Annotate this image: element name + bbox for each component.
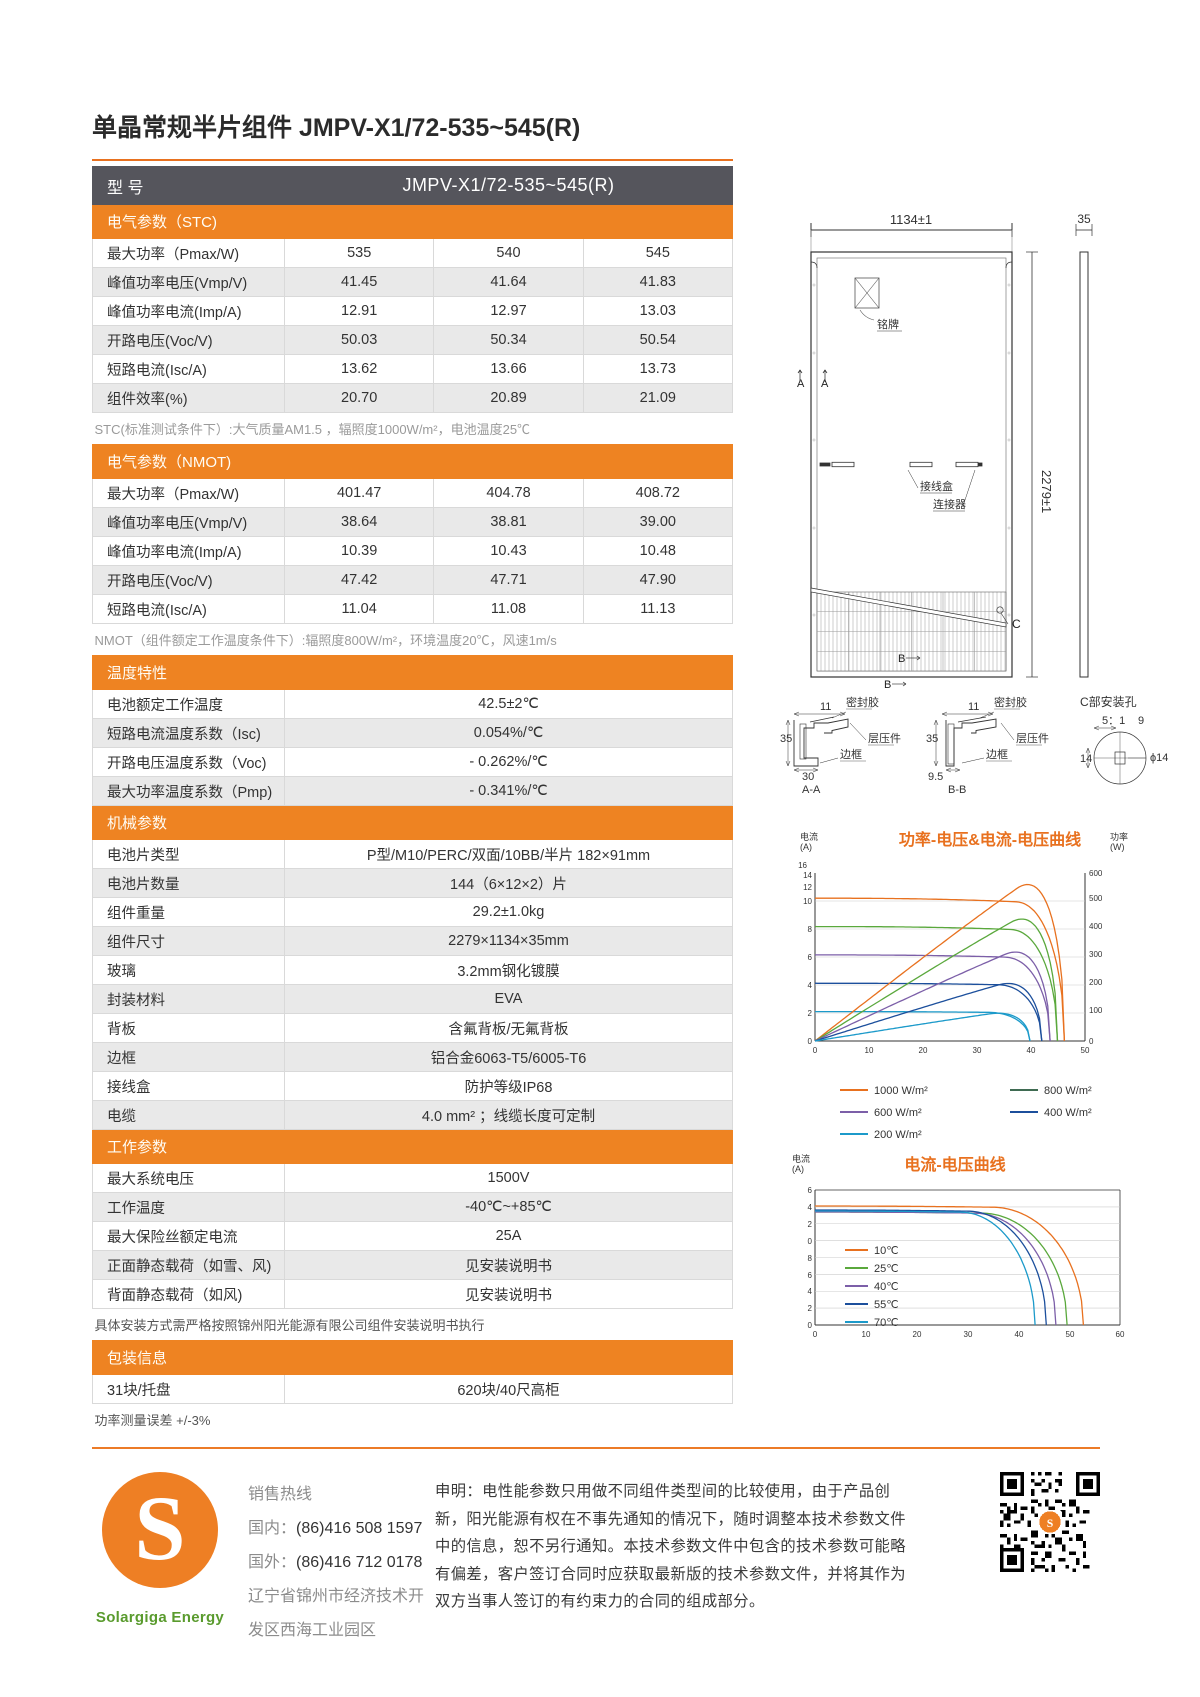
svg-text:6: 6 [808, 1186, 813, 1195]
svg-text:100: 100 [1089, 1006, 1103, 1015]
svg-text:9: 9 [1138, 715, 1144, 727]
svg-text:200 W/m²: 200 W/m² [874, 1129, 922, 1140]
svg-text:2: 2 [808, 1220, 813, 1229]
svg-text:55℃: 55℃ [874, 1299, 899, 1311]
svg-text:14: 14 [803, 871, 812, 880]
svg-text:30: 30 [802, 771, 814, 783]
svg-text:10℃: 10℃ [874, 1245, 899, 1257]
svg-text:层压件: 层压件 [868, 732, 901, 745]
svg-text:20: 20 [919, 1046, 928, 1055]
svg-text:40: 40 [1027, 1046, 1036, 1055]
svg-text:A: A [797, 378, 805, 390]
svg-text:25℃: 25℃ [874, 1263, 899, 1275]
svg-text:10: 10 [803, 897, 812, 906]
svg-text:8: 8 [808, 1254, 813, 1263]
svg-text:功率: 功率 [1110, 831, 1128, 842]
svg-text:B: B [898, 653, 905, 665]
svg-text:50: 50 [1081, 1046, 1090, 1055]
svg-text:35: 35 [780, 733, 792, 745]
svg-text:12: 12 [803, 883, 812, 892]
svg-text:1000 W/m²: 1000 W/m² [874, 1085, 928, 1097]
svg-text:11: 11 [968, 701, 979, 713]
svg-text:连接器: 连接器 [933, 498, 966, 511]
svg-text:B: B [884, 679, 891, 690]
svg-text:(A): (A) [800, 842, 812, 852]
svg-text:500: 500 [1089, 894, 1103, 903]
svg-text:70℃: 70℃ [874, 1317, 899, 1329]
svg-text:6: 6 [808, 953, 813, 962]
svg-text:600 W/m²: 600 W/m² [874, 1107, 922, 1119]
svg-text:功率-电压&电流-电压曲线: 功率-电压&电流-电压曲线 [899, 830, 1081, 849]
svg-text:边框: 边框 [840, 748, 862, 761]
svg-text:0: 0 [808, 1037, 813, 1046]
svg-text:11: 11 [820, 701, 831, 713]
svg-text:6: 6 [808, 1271, 813, 1280]
svg-text:40: 40 [1015, 1330, 1024, 1339]
svg-text:接线盒: 接线盒 [920, 479, 953, 493]
svg-text:0: 0 [813, 1046, 818, 1055]
svg-text:0: 0 [1089, 1037, 1094, 1046]
svg-text:B-B: B-B [948, 784, 966, 796]
svg-text:1134±1: 1134±1 [890, 212, 932, 227]
svg-text:9.5: 9.5 [928, 771, 943, 783]
svg-text:密封胶: 密封胶 [994, 695, 1027, 709]
svg-text:S: S [134, 1477, 185, 1579]
svg-text:2: 2 [808, 1304, 813, 1313]
svg-text:600: 600 [1089, 869, 1103, 878]
svg-text:密封胶: 密封胶 [846, 695, 879, 709]
svg-text:层压件: 层压件 [1016, 732, 1049, 745]
svg-text:0: 0 [813, 1330, 818, 1339]
svg-text:40℃: 40℃ [874, 1281, 899, 1293]
svg-text:(W): (W) [1110, 842, 1125, 852]
svg-text:边框: 边框 [986, 748, 1008, 761]
svg-text:5：1: 5：1 [1102, 715, 1125, 727]
svg-text:电流: 电流 [792, 1153, 810, 1164]
svg-text:4: 4 [808, 1203, 813, 1212]
svg-text:电流: 电流 [800, 831, 818, 842]
svg-text:2: 2 [808, 1009, 813, 1018]
svg-text:35: 35 [926, 733, 938, 745]
svg-text:电流-电压曲线: 电流-电压曲线 [904, 1155, 1005, 1174]
svg-text:400 W/m²: 400 W/m² [1044, 1107, 1092, 1119]
svg-text:50: 50 [1066, 1330, 1075, 1339]
svg-text:30: 30 [973, 1046, 982, 1055]
svg-text:60: 60 [1116, 1330, 1125, 1339]
svg-text:300: 300 [1089, 950, 1103, 959]
svg-text:20: 20 [913, 1330, 922, 1339]
svg-text:C: C [1012, 617, 1021, 631]
svg-text:0: 0 [808, 1237, 813, 1246]
svg-text:4: 4 [808, 1287, 813, 1296]
svg-text:8: 8 [808, 925, 813, 934]
svg-text:10: 10 [862, 1330, 871, 1339]
svg-text:35: 35 [1077, 212, 1091, 226]
svg-text:800 W/m²: 800 W/m² [1044, 1085, 1092, 1097]
svg-text:2279±1: 2279±1 [1039, 470, 1054, 513]
svg-text:200: 200 [1089, 978, 1103, 987]
svg-text:ϕ14: ϕ14 [1150, 752, 1168, 764]
svg-text:30: 30 [964, 1330, 973, 1339]
svg-text:16: 16 [798, 861, 807, 870]
svg-text:S: S [1047, 1517, 1054, 1530]
svg-text:铭牌: 铭牌 [877, 317, 899, 331]
svg-text:A-A: A-A [802, 784, 821, 796]
svg-text:0: 0 [808, 1321, 813, 1330]
svg-text:(A): (A) [792, 1164, 804, 1174]
svg-text:C部安装孔: C部安装孔 [1080, 694, 1137, 709]
svg-text:10: 10 [865, 1046, 874, 1055]
svg-text:4: 4 [808, 981, 813, 990]
svg-text:400: 400 [1089, 922, 1103, 931]
